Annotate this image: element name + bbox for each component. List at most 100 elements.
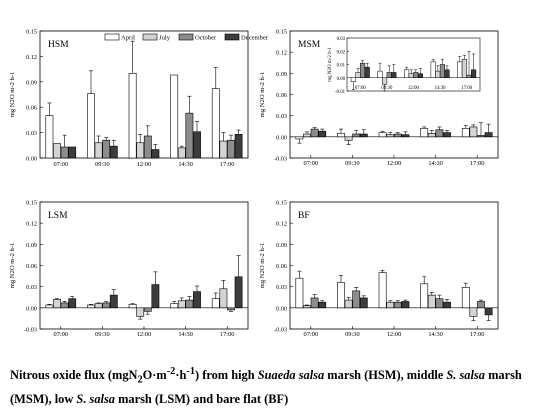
x-tick-label: 14:30	[178, 161, 193, 168]
y-tick-label: -0.03	[24, 327, 37, 334]
inset-bar-december	[391, 72, 397, 78]
bar-december	[68, 298, 77, 309]
inset-y-tick-label: 0.02	[337, 50, 346, 55]
figure: 0.00 0.03 0.06 0.09 0.12 0.15 mg N2O m-2 h-1 HS…	[9, 29, 499, 338]
bar-october	[477, 301, 485, 309]
inset-y-axis-label: mg N2O m-2 h-1	[328, 47, 333, 82]
inset-bar-april	[457, 61, 463, 78]
bar-april	[45, 115, 54, 159]
x-tick-label: 17:00	[220, 331, 235, 338]
inset-bar-october	[360, 62, 366, 78]
panel-title: LSM	[48, 211, 68, 221]
legend-swatch	[224, 33, 240, 41]
bar-april	[337, 133, 345, 138]
x-tick-label: 17:00	[470, 160, 485, 167]
bar-july	[177, 147, 186, 159]
y-axis-label: mg N2O m-2 h-1	[259, 243, 266, 289]
y-tick-label: 0.15	[26, 200, 37, 207]
bar-october	[310, 297, 319, 309]
inset-x-tick-label: 09:30	[381, 86, 393, 91]
inset-y-tick-label: 0.01	[337, 64, 346, 69]
inset-x-tick-label: 12:00	[408, 86, 420, 91]
bar-october	[352, 290, 361, 309]
panel-msm: -0.03 0.00 0.03 0.06 0.09 0.12 0.15 mg N2O m-2 …	[259, 29, 499, 167]
y-tick-label: 0.03	[276, 113, 287, 120]
bar-december	[234, 133, 243, 159]
y-tick-label: 0.06	[26, 263, 37, 270]
bar-october	[185, 112, 194, 159]
bar-july	[219, 288, 228, 309]
x-tick-label: 12:00	[137, 331, 152, 338]
legend-label: October	[195, 35, 217, 42]
legend-swatch	[142, 33, 158, 41]
y-tick-label: -0.03	[274, 327, 287, 334]
y-tick-label: 0.09	[276, 242, 287, 249]
y-tick-label: 0.00	[26, 305, 37, 312]
inset-bar-december	[471, 69, 477, 79]
caption-sub: 2	[137, 374, 143, 386]
bar-october	[102, 139, 111, 159]
inset-x-tick-label: 07:00	[355, 86, 367, 91]
y-tick-label: 0.06	[26, 105, 37, 112]
inset-bar-july	[461, 58, 467, 78]
bar-december	[68, 146, 77, 159]
legend-swatch	[104, 33, 120, 41]
x-tick-label: 14:30	[428, 331, 443, 338]
y-tick-label: 0.15	[276, 29, 287, 36]
bar-december	[401, 134, 410, 138]
y-tick-label: 0.12	[26, 54, 37, 61]
bar-july	[344, 299, 353, 309]
inset-bar-july	[382, 77, 388, 85]
bar-december	[484, 307, 493, 316]
bar-july	[427, 133, 436, 138]
bar-october	[185, 299, 194, 309]
panel-title: HSM	[48, 40, 69, 50]
inset-bar-july	[408, 73, 414, 79]
bar-october	[435, 298, 444, 309]
bar-october	[60, 302, 69, 309]
y-tick-label: 0.12	[276, 221, 287, 228]
bar-april	[45, 304, 54, 309]
inset-bar-december	[364, 66, 370, 79]
inset-bar-april	[350, 77, 356, 82]
inset-bar-october	[466, 74, 472, 78]
bar-april	[128, 73, 137, 159]
bar-october	[143, 307, 152, 312]
bar-december	[151, 284, 160, 309]
bar-april	[420, 283, 429, 309]
y-axis-label: mg N2O m-2 h-1	[9, 72, 16, 118]
panel-lsm: -0.03 0.00 0.03 0.06 0.09 0.12 0.15 mg N2O m-2 …	[9, 200, 249, 338]
y-tick-label: 0.12	[26, 221, 37, 228]
legend-label: July	[159, 35, 171, 42]
y-tick-label: 0.09	[26, 242, 37, 249]
caption-text: marsh (MSM), low	[10, 368, 522, 406]
y-axis-label: mg N2O m-2 h-1	[259, 72, 266, 118]
bar-april	[420, 128, 429, 138]
bar-april	[87, 93, 95, 159]
inset-bar-october	[386, 72, 392, 78]
bar-october	[227, 307, 235, 311]
panel-hsm: 0.00 0.03 0.06 0.09 0.12 0.15 mg N2O m-2 h-1 HS…	[9, 29, 249, 168]
y-tick-label: 0.00	[276, 134, 287, 141]
inset-x-tick-label: 14:30	[435, 86, 447, 91]
x-tick-label: 12:00	[387, 160, 402, 167]
bar-july	[177, 300, 186, 309]
caption-lead: Nitrous oxide flux (mgN	[10, 368, 138, 383]
bar-july	[427, 294, 436, 309]
bar-april	[170, 74, 179, 159]
bar-july	[344, 136, 353, 141]
inset-x-tick-label: 17:00	[461, 86, 473, 91]
bar-july	[53, 143, 61, 159]
legend-label: April	[121, 35, 135, 42]
bar-april	[87, 304, 95, 309]
bar-october	[102, 302, 111, 309]
bar-july	[136, 307, 145, 317]
x-tick-label: 17:00	[220, 161, 235, 168]
legend-swatch	[178, 33, 194, 41]
x-tick-label: 09:30	[95, 161, 110, 168]
y-tick-label: 0.03	[276, 284, 287, 291]
bar-april	[337, 282, 345, 309]
inset-y-tick-label: 0.00	[337, 77, 346, 82]
bar-december	[443, 132, 451, 138]
caption-unit: O·m	[142, 368, 167, 383]
